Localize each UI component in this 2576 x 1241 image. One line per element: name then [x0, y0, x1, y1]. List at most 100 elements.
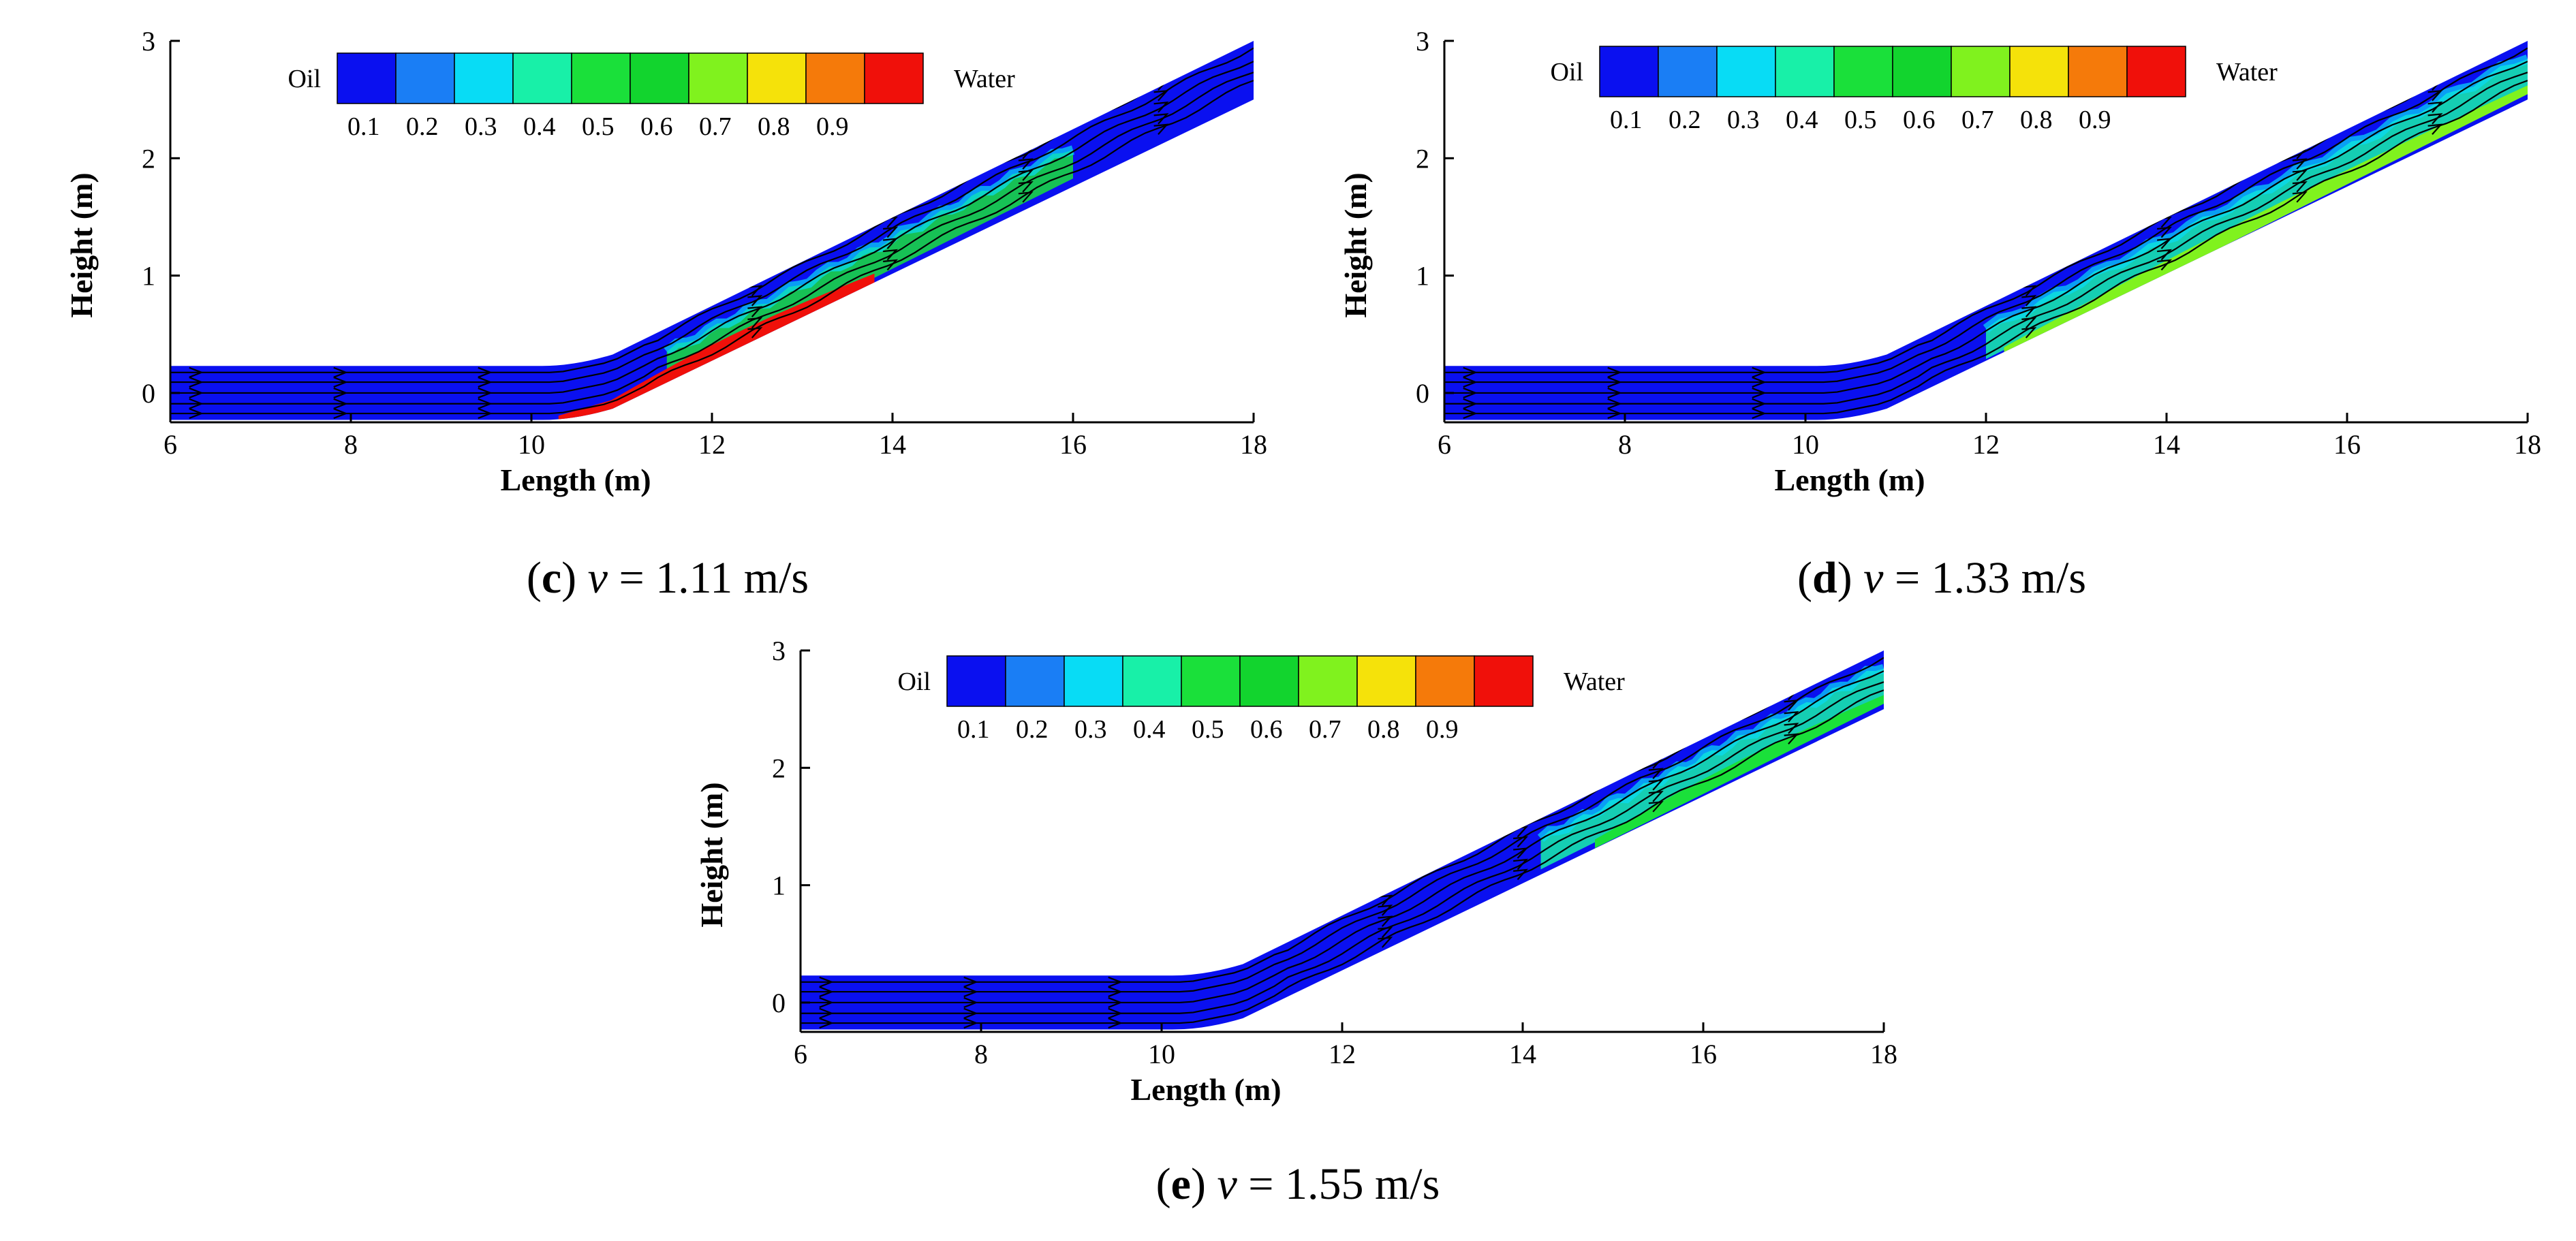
streamline-arrow — [1153, 101, 1169, 113]
colorbar-tick-label: 0.8 — [2020, 106, 2053, 134]
colorbar-cell — [1474, 655, 1534, 707]
colorbar-tick-label: 0.7 — [699, 112, 732, 141]
streamline-arrow — [189, 408, 204, 420]
streamline-arrow — [1463, 377, 1478, 388]
y-tick-label: 2 — [142, 143, 155, 174]
colorbar-left-label: Oil — [897, 667, 931, 696]
x-tick-label: 10 — [518, 429, 545, 460]
streamline-arrow — [1018, 158, 1034, 170]
streamline-arrow — [333, 377, 348, 388]
streamline-arrow — [189, 398, 204, 409]
x-tick-label: 12 — [1329, 1039, 1356, 1069]
caption-value: = 1.11 m/s — [608, 553, 809, 603]
streamline-arrow — [1607, 377, 1622, 388]
colorbar-tick-label: 0.5 — [1844, 106, 1877, 134]
streamline-arrow — [1752, 387, 1767, 398]
y-tick-label: 1 — [772, 870, 786, 901]
streamline-arrow — [2427, 101, 2443, 113]
x-tick-label: 18 — [1240, 429, 1267, 460]
streamline-arrow — [1463, 366, 1478, 378]
streamline-arrow — [333, 398, 348, 409]
streamline-arrow — [189, 377, 204, 388]
streamline-arrow — [2021, 285, 2037, 297]
streamline — [1444, 61, 2528, 394]
streamline-arrow — [2292, 191, 2308, 203]
colorbar-tick-label: 0.6 — [1903, 106, 1936, 134]
x-tick-label: 10 — [1148, 1039, 1175, 1069]
streamline-arrow — [1607, 366, 1622, 378]
streamline-arrow — [1153, 123, 1169, 135]
streamline-arrow — [478, 398, 493, 409]
colorbar-right-label: Water — [2216, 58, 2278, 87]
x-tick-label: 18 — [2514, 429, 2541, 460]
streamline-arrow — [2427, 123, 2443, 135]
colorbar-left-label: Oil — [288, 65, 321, 93]
streamline-arrow — [1463, 387, 1478, 398]
colorbar-tick-label: 0.9 — [1426, 715, 1459, 744]
streamline-arrow — [1607, 398, 1622, 409]
x-tick-label: 14 — [879, 429, 906, 460]
streamline-arrow — [963, 1018, 978, 1029]
colorbar-cell — [1064, 655, 1123, 707]
streamline-arrow — [478, 377, 493, 388]
streamline-arrow — [2427, 89, 2443, 101]
streamline-arrow — [1108, 986, 1123, 998]
y-tick-label: 1 — [1416, 261, 1429, 292]
pipe-oil-region — [1444, 41, 2528, 420]
colorbar-cell — [1122, 655, 1182, 707]
colorbar-tick-label: 0.5 — [582, 112, 615, 141]
streamline-arrow — [1648, 790, 1664, 802]
streamline-arrow — [1513, 858, 1529, 870]
colorbar-tick-label: 0.5 — [1192, 715, 1224, 744]
streamline-arrow — [2157, 259, 2173, 271]
colorbar-tick-label: 0.8 — [758, 112, 790, 141]
colorbar-right-label: Water — [1564, 667, 1625, 696]
streamline-arrow — [1018, 180, 1034, 193]
colorbar-cell — [630, 52, 689, 104]
x-tick-label: 16 — [1690, 1039, 1717, 1069]
x-tick-label: 14 — [2153, 429, 2180, 460]
colorbar-tick-label: 0.1 — [1610, 106, 1643, 134]
streamline-arrow — [1108, 976, 1123, 988]
streamline-arrow — [963, 976, 978, 988]
streamline-arrow — [1463, 408, 1478, 420]
colorbar-cell — [1415, 655, 1475, 707]
streamline-arrow — [333, 366, 348, 378]
colorbar-tick-label: 0.3 — [1727, 106, 1760, 134]
colorbar-cell — [1005, 655, 1065, 707]
y-tick-label: 3 — [772, 635, 786, 666]
streamline-arrow — [819, 986, 834, 998]
colorbar-cell — [688, 52, 748, 104]
colorbar-left-label: Oil — [1550, 58, 1583, 87]
colorbar-tick-label: 0.7 — [1309, 715, 1341, 744]
y-axis-label: Height (m) — [64, 172, 99, 317]
streamline-arrow — [747, 285, 763, 297]
colorbar-tick-label: 0.1 — [347, 112, 380, 141]
colorbar-tick-label: 0.9 — [2079, 106, 2111, 134]
colorbar-tick-label: 0.4 — [1786, 106, 1818, 134]
streamline-arrow — [1513, 836, 1529, 848]
streamline-arrow — [333, 408, 348, 420]
streamline-arrow — [1752, 377, 1767, 388]
streamline-arrow — [2157, 249, 2173, 261]
panel-caption: (e) v = 1.55 m/s — [1156, 1159, 1440, 1209]
streamline-arrow — [2157, 238, 2173, 249]
streamline-arrow — [1108, 1007, 1123, 1019]
colorbar-cell — [2126, 46, 2186, 97]
streamline-arrow — [1153, 89, 1169, 101]
streamline-arrow — [1378, 894, 1393, 907]
streamline-arrow — [2021, 327, 2037, 339]
streamline-arrow — [1784, 733, 1799, 744]
streamline-arrow — [1607, 387, 1622, 398]
streamline-arrow — [1378, 937, 1393, 948]
streamline-arrow — [1784, 723, 1799, 734]
colorbar-tick-label: 0.6 — [640, 112, 673, 141]
x-tick-label: 14 — [1509, 1039, 1536, 1069]
streamline-arrow — [189, 366, 204, 378]
streamline-arrow — [1108, 996, 1123, 1008]
streamline-arrow — [1752, 398, 1767, 409]
streamline-arrow — [1153, 113, 1169, 125]
colorbar-legend: Oil Water 0.1 0.2 0.3 0.4 0.5 0.6 0.7 0.8 0.9 — [288, 52, 1015, 141]
streamline-arrow — [2292, 158, 2308, 170]
